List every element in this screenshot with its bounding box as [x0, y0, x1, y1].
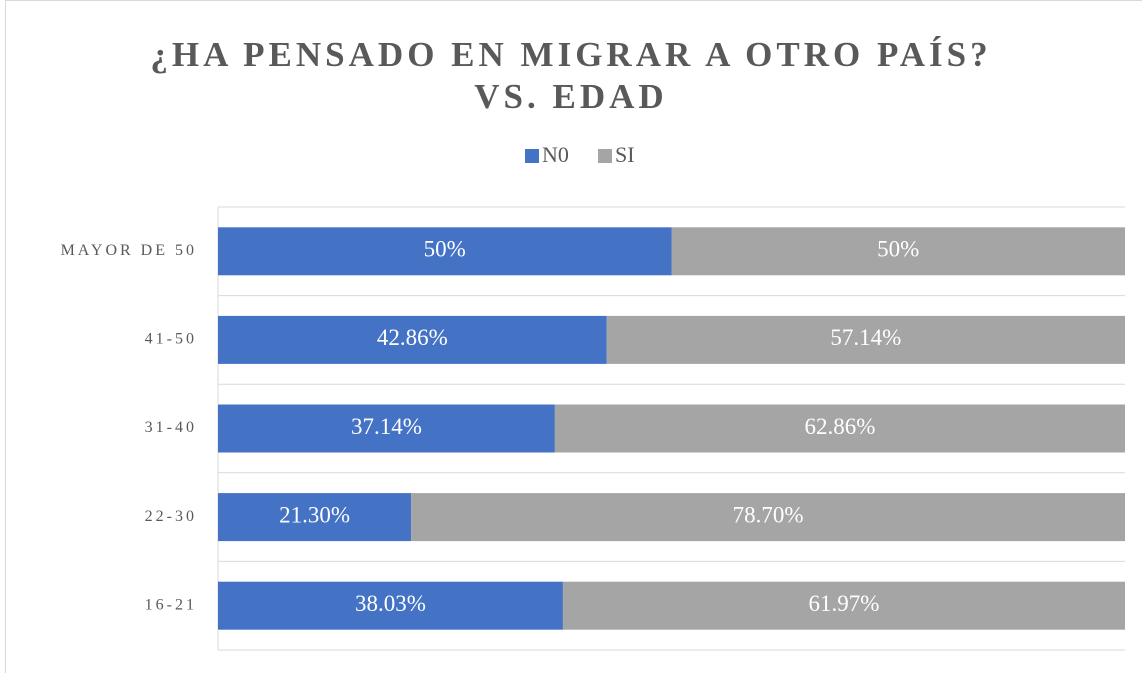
data-label: 61.97% [809, 591, 880, 616]
bar-segment [671, 227, 1125, 276]
bar-segment [606, 315, 1125, 364]
legend-swatch [598, 149, 612, 163]
y-tick-label: 16-21 [145, 596, 197, 613]
bar-segment [218, 315, 607, 364]
y-tick-label: 31-40 [145, 419, 197, 436]
bar-segment [218, 404, 555, 453]
chart-border [5, 0, 1142, 673]
legend-label: N0 [542, 142, 569, 167]
legend-swatch [525, 149, 539, 163]
bar-segment [411, 493, 1125, 542]
data-label: 42.86% [377, 325, 448, 350]
chart-title: ¿HA PENSADO EN MIGRAR A OTRO PAÍS? [150, 35, 991, 74]
legend-label: SI [615, 142, 635, 167]
data-label: 78.70% [733, 502, 804, 527]
y-tick-label: 22-30 [145, 508, 197, 525]
chart-title: VS. EDAD [474, 77, 667, 116]
data-label: 21.30% [279, 502, 350, 527]
bar-segment [218, 493, 412, 542]
data-label: 37.14% [351, 414, 422, 439]
data-label: 50% [424, 237, 466, 262]
y-tick-label: MAYOR DE 50 [61, 242, 197, 259]
data-label: 50% [877, 237, 919, 262]
data-label: 62.86% [804, 414, 875, 439]
y-tick-label: 41-50 [145, 331, 197, 348]
bar-segment [218, 227, 672, 276]
bar-segment [554, 404, 1125, 453]
data-label: 38.03% [355, 591, 426, 616]
bar-segment [218, 581, 563, 630]
bar-segment [562, 581, 1125, 630]
data-label: 57.14% [830, 325, 901, 350]
